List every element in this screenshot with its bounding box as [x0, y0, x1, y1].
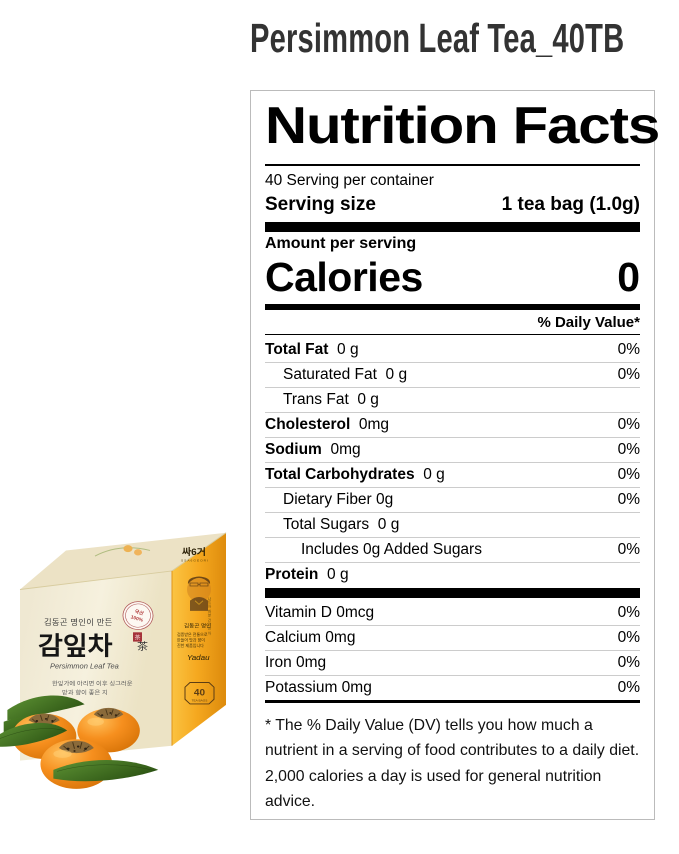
svg-text:맏과 향이 좋은 지: 맏과 향이 좋은 지: [62, 689, 108, 697]
svg-text:TEA BAGS: TEA BAGS: [192, 699, 208, 703]
svg-text:감잎차: 감잎차: [38, 632, 113, 661]
svg-text:SSA6GEORI: SSA6GEORI: [181, 559, 209, 563]
svg-text:Persimmon Leaf Tea: Persimmon Leaf Tea: [50, 662, 119, 671]
svg-text:나트마 화분 건강한 차: 나트마 화분 건강한 차: [207, 596, 212, 635]
svg-text:싸6거: 싸6거: [182, 546, 206, 558]
svg-text:Yadau: Yadau: [187, 653, 210, 662]
svg-text:만들어 맛과 향이: 만들어 맛과 향이: [177, 638, 205, 643]
svg-text:한잎가에 아리면 이후 싱그러운: 한잎가에 아리면 이후 싱그러운: [52, 680, 133, 688]
svg-text:검증받은 전통으로: 검증받은 전통으로: [177, 632, 208, 637]
svg-text:茶: 茶: [135, 634, 141, 642]
svg-text:김동곤 명인이 만든: 김동곤 명인이 만든: [44, 617, 113, 627]
svg-text:40: 40: [194, 688, 205, 699]
svg-text:진한 제품입니다: 진한 제품입니다: [177, 643, 204, 648]
svg-text:茶: 茶: [137, 640, 148, 653]
